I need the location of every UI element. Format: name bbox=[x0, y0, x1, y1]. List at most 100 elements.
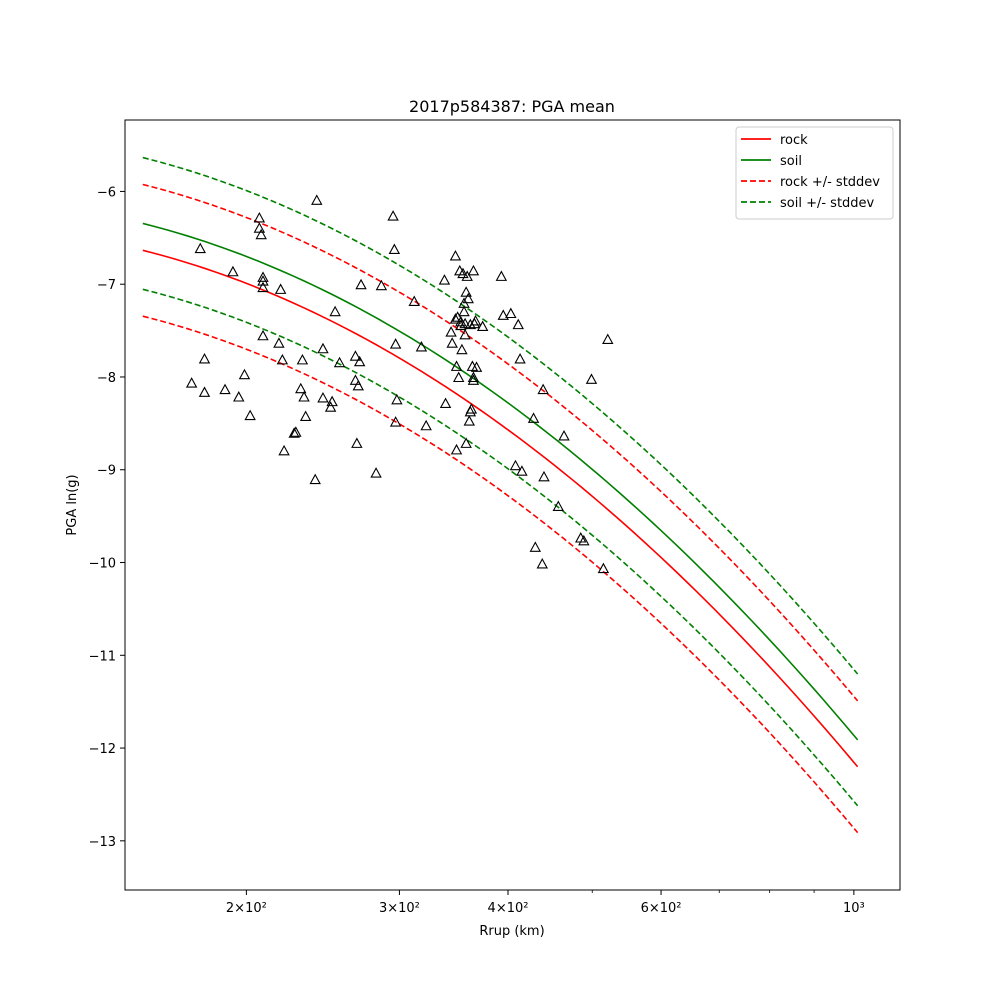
observation-point bbox=[505, 307, 517, 319]
y-tick-label: −8 bbox=[97, 371, 116, 386]
observation-point bbox=[391, 393, 403, 405]
observation-point bbox=[219, 383, 231, 395]
observation-point bbox=[296, 353, 309, 365]
x-axis-label: Rrup (km) bbox=[479, 924, 544, 939]
legend-label: rock bbox=[780, 133, 808, 148]
series-line-1 bbox=[142, 222, 859, 741]
observation-point bbox=[353, 355, 366, 367]
observation-point bbox=[459, 317, 471, 329]
observation-point bbox=[495, 270, 508, 281]
observation-point bbox=[450, 360, 463, 371]
observation-point bbox=[326, 395, 338, 407]
observation-point bbox=[462, 292, 474, 304]
series-line-4 bbox=[142, 156, 859, 675]
observation-point bbox=[439, 397, 452, 409]
observation-point bbox=[465, 403, 478, 414]
observation-point bbox=[469, 314, 482, 326]
observation-point bbox=[355, 278, 367, 290]
observation-point bbox=[464, 318, 477, 330]
observation-point bbox=[329, 305, 341, 317]
observation-point bbox=[509, 459, 522, 471]
y-tick-label: −12 bbox=[89, 742, 116, 757]
observation-point bbox=[463, 415, 476, 426]
observation-point bbox=[194, 242, 206, 254]
observation-point bbox=[299, 410, 312, 422]
observation-point bbox=[552, 500, 565, 512]
observation-point bbox=[558, 430, 570, 441]
observation-point bbox=[585, 373, 598, 384]
plot-frame bbox=[124, 119, 901, 891]
observation-point bbox=[278, 444, 290, 456]
observation-point bbox=[458, 305, 470, 317]
series-line-2 bbox=[142, 183, 859, 702]
x-tick-label: 3×10² bbox=[379, 901, 420, 916]
observation-point bbox=[298, 391, 310, 402]
observation-point bbox=[317, 391, 329, 403]
observation-point bbox=[388, 243, 401, 255]
observation-point bbox=[476, 320, 489, 332]
x-tick-label: 10³ bbox=[843, 901, 865, 916]
observation-point bbox=[451, 311, 464, 322]
observation-point bbox=[352, 379, 364, 391]
observation-point bbox=[257, 271, 269, 282]
observation-point bbox=[461, 270, 473, 281]
axes: 2×10² 3×10² 4×10² 6×10² 10³ −6 −7 −8 −9 −10 −11 −12… bbox=[89, 185, 865, 916]
observation-point bbox=[455, 319, 467, 331]
observation-point bbox=[185, 377, 198, 388]
observation-point bbox=[317, 342, 329, 354]
observation-point bbox=[349, 350, 362, 361]
series-line-3 bbox=[142, 315, 859, 834]
observation-point bbox=[333, 356, 346, 368]
y-tick-label: −6 bbox=[97, 185, 116, 200]
observation-point bbox=[537, 383, 549, 395]
observation-point bbox=[415, 340, 428, 352]
observation-point bbox=[257, 329, 269, 341]
y-tick-label: −7 bbox=[97, 278, 116, 293]
x-tick-label: 2×10² bbox=[226, 901, 267, 916]
observation-point bbox=[276, 353, 289, 365]
observation-point bbox=[257, 281, 269, 293]
legend-label: rock +/- stddev bbox=[780, 175, 880, 190]
observation-point bbox=[389, 338, 402, 349]
observation-point bbox=[602, 333, 614, 345]
observation-point bbox=[529, 541, 542, 552]
observation-point bbox=[198, 353, 211, 364]
observation-point bbox=[389, 416, 402, 427]
observation-point bbox=[290, 426, 302, 437]
y-tick-label: −10 bbox=[89, 557, 116, 572]
observation-point bbox=[445, 326, 457, 337]
observation-point bbox=[457, 267, 469, 279]
legend: rock soil rock +/- stddev soil +/- stddev bbox=[735, 126, 894, 220]
observation-point bbox=[351, 437, 363, 448]
legend-label: soil +/- stddev bbox=[780, 196, 875, 211]
observation-point bbox=[324, 401, 337, 412]
observation-point bbox=[273, 337, 285, 348]
observation-point bbox=[450, 443, 463, 455]
y-axis-label: PGA ln(g) bbox=[65, 474, 80, 535]
observation-point bbox=[497, 309, 509, 320]
observation-point bbox=[512, 318, 524, 330]
observation-point bbox=[460, 286, 472, 297]
observation-point bbox=[538, 470, 550, 482]
observation-point bbox=[516, 465, 528, 476]
observation-point bbox=[233, 391, 245, 402]
observation-point bbox=[255, 228, 267, 240]
observation-point bbox=[295, 382, 307, 394]
observation-point bbox=[527, 412, 540, 423]
y-tick-label: −11 bbox=[89, 649, 116, 664]
observation-point bbox=[597, 562, 610, 574]
observation-point bbox=[288, 427, 300, 438]
observation-point bbox=[274, 283, 287, 294]
x-tick-label: 4×10² bbox=[488, 901, 529, 916]
x-tick-label: 6×10² bbox=[641, 901, 682, 916]
series-line-0 bbox=[142, 249, 859, 768]
observation-point bbox=[449, 313, 462, 324]
observation-point bbox=[349, 374, 362, 385]
observation-point bbox=[459, 328, 471, 340]
observation-point bbox=[420, 419, 432, 431]
observation-point bbox=[470, 361, 483, 372]
observation-point bbox=[438, 274, 451, 285]
observation-point bbox=[238, 368, 251, 380]
observation-point bbox=[198, 386, 211, 397]
